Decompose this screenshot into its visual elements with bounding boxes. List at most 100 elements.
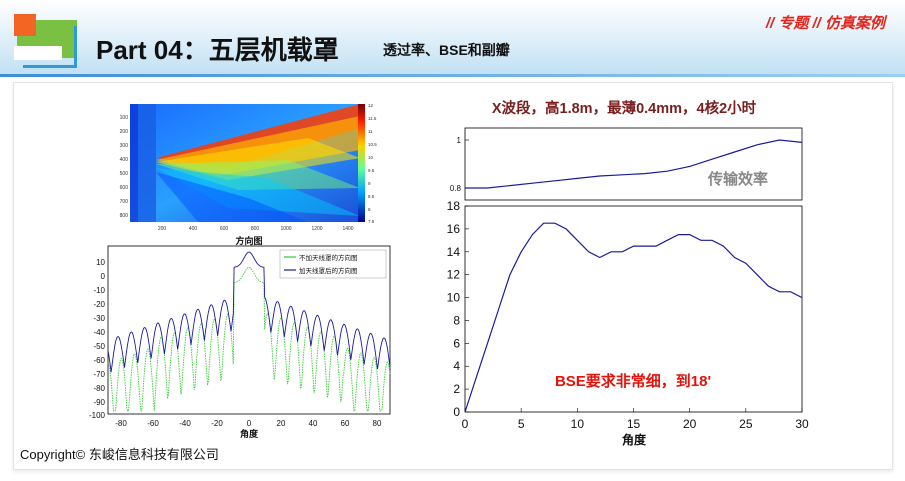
pattern-y-tick: -100 bbox=[89, 411, 106, 420]
heatmap-x-tick: 200 bbox=[158, 226, 167, 232]
heatmap-x-ticks: 200 400 600 800 1000 1200 1400 bbox=[158, 226, 354, 232]
heatmap-x-tick: 600 bbox=[220, 226, 229, 232]
colorbar-tick: 9.5 bbox=[368, 168, 375, 173]
pattern-series-with-radome bbox=[107, 251, 391, 373]
bse-chart: 0 2 4 6 8 10 12 14 16 18 0 5 10 15 20 25 30 BSE要求非常细，到1… bbox=[447, 200, 809, 447]
pattern-y-tick: -10 bbox=[93, 286, 105, 295]
heatmap-x-tick: 400 bbox=[189, 226, 198, 232]
pattern-x-tick: -60 bbox=[147, 419, 159, 428]
pattern-x-tick: 20 bbox=[277, 419, 286, 428]
page-title: Part 04：五层机载罩 bbox=[96, 35, 339, 65]
radiation-pattern-chart: 方向图 10 0 -10 -20 -30 -40 -50 -60 -70 -80… bbox=[89, 235, 391, 439]
colorbar-tick: 12 bbox=[368, 103, 374, 108]
bse-y-tick: 16 bbox=[447, 222, 461, 236]
pattern-x-ticks: -80 -60 -40 -20 0 20 40 60 80 bbox=[115, 419, 382, 428]
heatmap-y-tick: 300 bbox=[120, 143, 129, 149]
transmission-y-tick: 1 bbox=[457, 136, 462, 145]
heatmap-fringes bbox=[130, 104, 360, 222]
pattern-y-tick: -60 bbox=[93, 356, 105, 365]
bse-x-tick: 25 bbox=[739, 417, 753, 431]
pattern-x-tick: 80 bbox=[373, 419, 382, 428]
pattern-title: 方向图 bbox=[235, 235, 262, 246]
heatmap-x-tick: 1200 bbox=[311, 226, 322, 232]
transmission-y-tick: 0.8 bbox=[450, 184, 462, 193]
colorbar-tick: 8 bbox=[368, 207, 371, 212]
bse-y-tick: 18 bbox=[447, 200, 461, 213]
colorbar-ticks: 12 11.5 11 10.5 10 9.5 9 8.5 8 7.5 bbox=[368, 103, 377, 224]
colorbar-tick: 10.5 bbox=[368, 142, 377, 147]
pattern-x-tick: 60 bbox=[341, 419, 350, 428]
pattern-y-tick: -70 bbox=[93, 370, 105, 379]
pattern-y-tick: -30 bbox=[93, 314, 105, 323]
transmission-chart: 1 0.8 传输效率 bbox=[450, 127, 803, 201]
pattern-y-tick: -80 bbox=[93, 384, 105, 393]
logo-white-bar bbox=[14, 46, 62, 60]
heatmap-x-tick: 1000 bbox=[280, 226, 291, 232]
bse-x-tick: 15 bbox=[627, 417, 641, 431]
logo-orange-block bbox=[14, 14, 36, 36]
header-band bbox=[0, 0, 905, 76]
heatmap-y-tick: 600 bbox=[120, 185, 129, 191]
category-tag: // 专题 // 仿真案例 bbox=[765, 15, 885, 32]
heatmap-x-tick: 1400 bbox=[342, 226, 353, 232]
bse-x-ticks: 0 5 10 15 20 25 30 bbox=[462, 408, 809, 431]
colorbar-tick: 11 bbox=[368, 129, 373, 134]
bse-y-tick: 10 bbox=[447, 291, 461, 305]
pattern-x-tick: -80 bbox=[115, 419, 127, 428]
heatmap-y-tick: 700 bbox=[120, 199, 129, 205]
logo-blue-frame bbox=[23, 26, 77, 68]
bse-y-tick: 4 bbox=[453, 359, 460, 373]
legend-label-with: 加天线罩后的方向图 bbox=[299, 266, 358, 275]
pattern-x-tick: -20 bbox=[211, 419, 223, 428]
pattern-y-tick: -90 bbox=[93, 398, 105, 407]
pattern-y-tick: 0 bbox=[101, 272, 106, 281]
right-panel-title: X波段，高1.8m，最薄0.4mm，4核2小时 bbox=[491, 101, 757, 117]
pattern-x-tick: 0 bbox=[247, 419, 252, 428]
bse-y-tick: 12 bbox=[447, 268, 461, 282]
pattern-y-tick: -20 bbox=[93, 300, 105, 309]
colorbar-tick: 10 bbox=[368, 155, 374, 160]
transmission-plot-area bbox=[464, 127, 803, 201]
pattern-y-tick: 10 bbox=[96, 258, 105, 267]
bse-y-ticks: 0 2 4 6 8 10 12 14 16 18 bbox=[447, 200, 469, 419]
bse-x-tick: 0 bbox=[462, 417, 469, 431]
bse-plot-area bbox=[464, 205, 803, 413]
pattern-y-tick: -40 bbox=[93, 328, 105, 337]
pattern-legend bbox=[279, 249, 387, 279]
colorbar bbox=[358, 104, 365, 222]
bse-x-tick: 20 bbox=[683, 417, 697, 431]
legend-label-without: 不加天线罩的方向图 bbox=[299, 253, 358, 262]
heatmap-y-tick: 500 bbox=[120, 171, 129, 177]
bse-x-tick: 10 bbox=[571, 417, 585, 431]
copyright: Copyright© 东峻信息科技有限公司 bbox=[20, 447, 219, 462]
pattern-y-tick: -50 bbox=[93, 342, 105, 351]
field-heatmap: 100 200 300 400 500 600 700 800 200 400 … bbox=[120, 103, 378, 232]
bse-x-label: 角度 bbox=[622, 432, 647, 447]
pattern-x-tick: 40 bbox=[309, 419, 318, 428]
colorbar-tick: 9 bbox=[368, 181, 371, 186]
bse-x-tick: 5 bbox=[518, 417, 525, 431]
pattern-series-without-radome bbox=[107, 266, 391, 412]
bse-x-tick: 30 bbox=[795, 417, 809, 431]
bse-y-tick: 2 bbox=[453, 382, 460, 396]
colorbar-tick: 8.5 bbox=[368, 194, 375, 199]
pattern-y-ticks: 10 0 -10 -20 -30 -40 -50 -60 -70 -80 -90… bbox=[89, 258, 106, 420]
heatmap-y-tick: 800 bbox=[120, 213, 129, 219]
colorbar-tick: 11.5 bbox=[368, 116, 377, 121]
pattern-x-tick: -40 bbox=[179, 419, 191, 428]
transmission-series bbox=[465, 139, 803, 189]
pattern-x-label: 角度 bbox=[240, 428, 259, 439]
page-subtitle: 透过率、BSE和副瓣 bbox=[383, 42, 510, 58]
heatmap-y-tick: 100 bbox=[120, 115, 129, 121]
bse-y-tick: 14 bbox=[447, 245, 461, 259]
header-divider bbox=[0, 74, 905, 77]
heatmap-y-ticks: 100 200 300 400 500 600 700 800 bbox=[120, 115, 129, 219]
transmission-label: 传输效率 bbox=[707, 170, 768, 188]
colorbar-tick: 7.5 bbox=[368, 219, 375, 224]
heatmap-x-tick: 800 bbox=[251, 226, 260, 232]
bse-y-tick: 6 bbox=[453, 336, 460, 350]
bse-series bbox=[464, 222, 803, 413]
bse-y-tick: 8 bbox=[453, 313, 460, 327]
heatmap-y-tick: 200 bbox=[120, 129, 129, 135]
